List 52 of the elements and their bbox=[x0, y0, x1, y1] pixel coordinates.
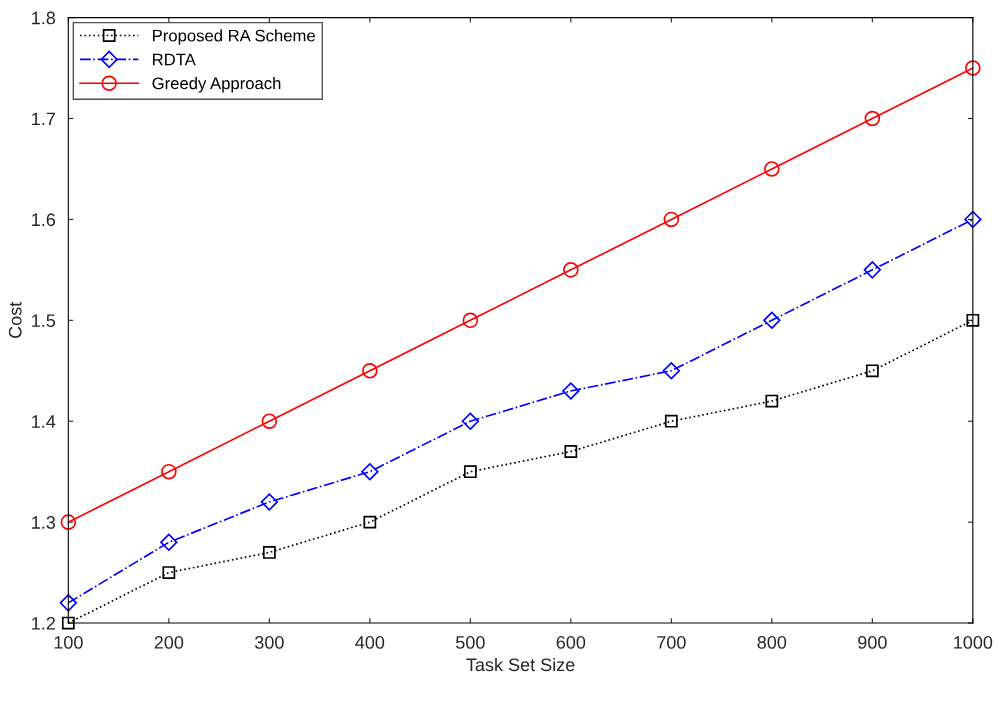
y-tick-label: 1.5 bbox=[32, 314, 56, 328]
point bbox=[563, 262, 579, 278]
point bbox=[462, 312, 479, 329]
legend-label: Proposed RA Scheme bbox=[153, 29, 315, 45]
point bbox=[765, 394, 779, 408]
y-axis-title: Cost bbox=[8, 301, 22, 338]
x-tick-label: 400 bbox=[355, 636, 385, 649]
point bbox=[262, 546, 276, 559]
point bbox=[964, 210, 982, 229]
x-tick-label: 200 bbox=[154, 636, 184, 649]
point bbox=[362, 362, 378, 379]
point bbox=[160, 533, 178, 552]
x-tick-label: 300 bbox=[254, 636, 284, 649]
point bbox=[865, 364, 879, 378]
point bbox=[60, 514, 77, 530]
point bbox=[663, 211, 680, 228]
point bbox=[662, 362, 681, 380]
legend-label: Greedy Approach bbox=[152, 77, 281, 93]
point bbox=[363, 515, 377, 529]
point bbox=[161, 463, 177, 480]
legend-label: RDTA bbox=[153, 53, 196, 66]
point bbox=[261, 413, 278, 430]
point bbox=[162, 566, 176, 579]
x-tick-label: 100 bbox=[54, 636, 83, 649]
x-tick-label: 600 bbox=[556, 636, 586, 649]
y-tick-label: 1.6 bbox=[32, 213, 56, 227]
point bbox=[965, 60, 981, 76]
x-tick-label: 1000 bbox=[954, 636, 993, 649]
point bbox=[61, 616, 75, 630]
x-tick-label: 800 bbox=[757, 636, 787, 649]
point bbox=[463, 465, 477, 479]
y-tick-label: 1.3 bbox=[32, 516, 56, 529]
x-tick-label: 700 bbox=[657, 636, 686, 649]
y-tick-label: 1.4 bbox=[32, 415, 56, 428]
x-tick-label: 900 bbox=[858, 636, 887, 649]
y-tick-label: 1.7 bbox=[32, 112, 55, 126]
x-axis-title: Task Set Size bbox=[466, 657, 575, 672]
point bbox=[562, 382, 580, 400]
x-tick-label: 500 bbox=[456, 636, 485, 649]
point bbox=[564, 445, 578, 458]
y-tick-label: 1.8 bbox=[32, 11, 56, 25]
point bbox=[764, 161, 780, 177]
point bbox=[361, 462, 379, 481]
point bbox=[461, 412, 480, 430]
point bbox=[59, 594, 78, 612]
point bbox=[260, 493, 279, 511]
point bbox=[763, 311, 781, 330]
point bbox=[864, 110, 881, 127]
point bbox=[966, 313, 980, 327]
point bbox=[664, 414, 678, 428]
y-tick-label: 1.2 bbox=[32, 616, 55, 630]
point bbox=[863, 261, 882, 279]
